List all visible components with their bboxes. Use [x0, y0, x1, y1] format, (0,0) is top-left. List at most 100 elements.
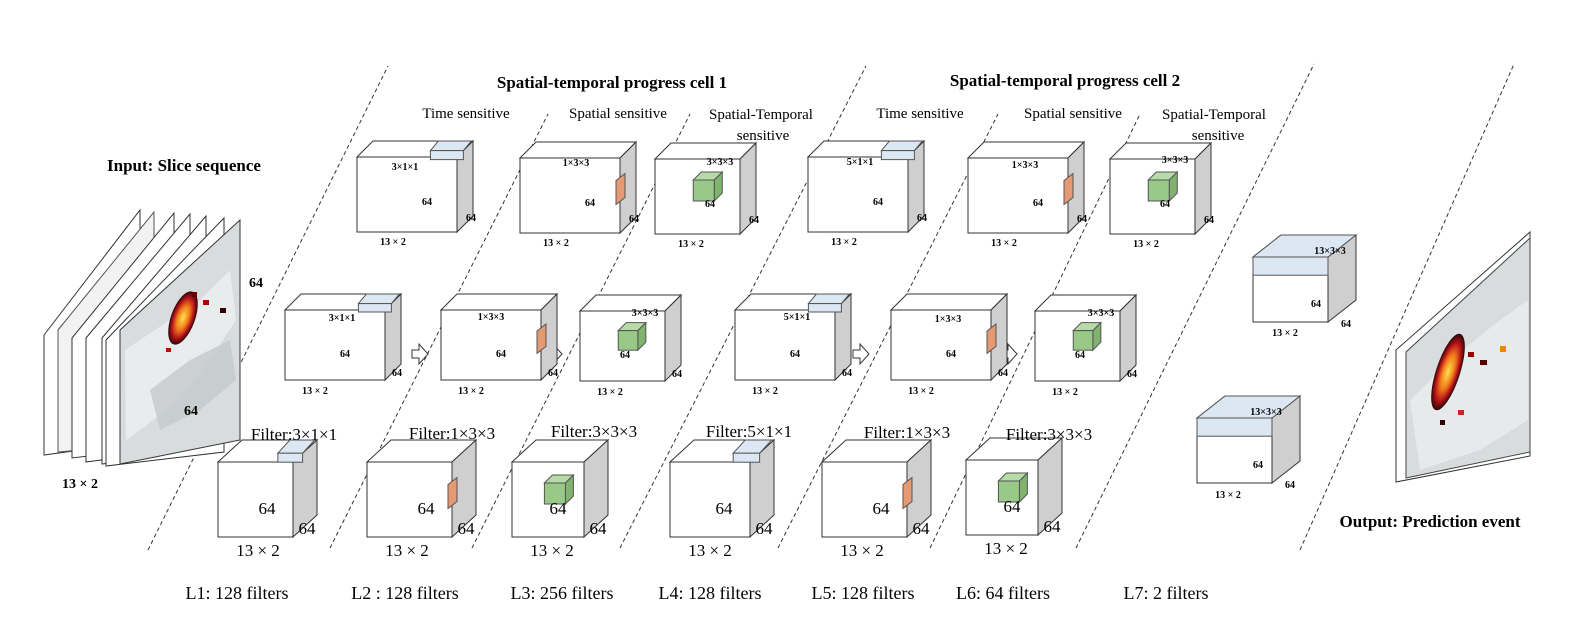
cube-top-face: [439, 293, 559, 311]
cube-label: 64: [585, 198, 595, 209]
cube-label: 64: [756, 519, 774, 538]
output-cube: 13×3×3 64 64 13 × 2: [1251, 233, 1358, 339]
full-kernel: [1196, 417, 1273, 437]
cube-label: 64: [1253, 460, 1263, 471]
cube-label: 13 × 2: [1272, 328, 1298, 339]
arrow-right-icon: [411, 342, 429, 366]
row3-cube: 64 64 13 × 2 Filter:3×3×3: [964, 425, 1092, 558]
cell1-st-label-line1: Spatial-Temporal: [709, 107, 813, 123]
heat-spot: [166, 348, 171, 352]
spatial-kernel: [615, 172, 626, 206]
kernel-top: [429, 140, 473, 152]
layer-caption: L7: 2 filters: [1124, 583, 1209, 603]
cube-label: 13 × 2: [1215, 490, 1241, 501]
separator-line: [1299, 63, 1515, 551]
cube-front-face: [890, 309, 992, 381]
cube-label: 64: [1204, 215, 1214, 226]
spatial-kernel: [986, 322, 997, 355]
cube-label: 64: [299, 519, 317, 538]
cube-label: Filter:3×1×1: [251, 425, 337, 444]
cube-label: 64: [749, 215, 759, 226]
cube-label: 64: [946, 349, 956, 360]
row1-cube: 3×1×1 64 64 13 × 2: [355, 139, 476, 248]
spatial-kernel: [902, 476, 913, 510]
cube-label: 3×3×3: [1162, 155, 1188, 166]
cube-label: 64: [1044, 517, 1062, 536]
st-kernel: [997, 480, 1020, 503]
input-height-label: 64: [249, 276, 263, 291]
st-kernel: [692, 179, 715, 202]
cube-label: 13 × 2: [991, 238, 1017, 249]
cell2-title: Spatial-temporal progress cell 2: [950, 71, 1180, 90]
cube-front-face: [734, 309, 836, 381]
cube-label: 13 × 2: [688, 541, 732, 560]
kernel-top: [357, 293, 401, 305]
cell1-title: Spatial-temporal progress cell 1: [497, 73, 727, 92]
cube-label: 64: [1077, 214, 1087, 225]
separator-line: [1075, 63, 1315, 549]
cube-front-face: [821, 461, 908, 538]
separator-line: [471, 113, 691, 549]
cell1-spatial-label: Spatial sensitive: [569, 106, 667, 122]
cell2-time-label: Time sensitive: [876, 106, 964, 122]
row2-cube: 1×3×3 64 64 13 × 2: [889, 292, 1009, 397]
layer-caption: L6: 64 filters: [956, 583, 1050, 603]
cube-label: 64: [1127, 369, 1137, 380]
cube-top-face: [966, 141, 1086, 159]
cube-label: 64: [790, 349, 800, 360]
cube-label: 64: [1341, 319, 1351, 330]
kernel-top: [880, 140, 924, 152]
cube-label: 64: [1311, 299, 1321, 310]
row2-cube: 3×3×3 64 64 13 × 2: [578, 293, 683, 398]
cube-label: 64: [873, 499, 891, 518]
heat-spot: [220, 308, 226, 313]
cell2-st-label-line1: Spatial-Temporal: [1162, 107, 1266, 123]
kernel-top: [807, 293, 851, 305]
cube-label: 1×3×3: [1012, 160, 1038, 171]
cube-label: 64: [873, 197, 883, 208]
cube-label: Filter:1×3×3: [864, 423, 950, 442]
heat-spot: [192, 292, 197, 297]
cube-label: Filter:5×1×1: [706, 422, 792, 441]
cube-top-face: [1033, 294, 1138, 312]
cube-label: 64: [672, 369, 682, 380]
time-kernel: [807, 303, 842, 313]
map-land: [150, 340, 236, 430]
cube-label: 3×3×3: [1088, 308, 1114, 319]
row3-cube: 64 64 13 × 2 Filter:3×1×1: [216, 425, 337, 560]
row1-cube: 3×3×3 64 64 13 × 2: [653, 141, 759, 250]
cube-label: 13 × 2: [1052, 387, 1078, 398]
heat-spot: [168, 291, 198, 345]
cube-label: 3×1×1: [329, 313, 355, 324]
cube-front-face: [217, 461, 294, 538]
cube-label: 13 × 2: [543, 238, 569, 249]
cube-label: 64: [842, 368, 852, 379]
cube-label: 64: [550, 499, 568, 518]
cube-label: 13 × 2: [840, 541, 884, 560]
cube-label: 64: [590, 519, 608, 538]
heat-spot: [1468, 352, 1474, 357]
input-width-label: 13 × 2: [62, 477, 98, 492]
cube-top-face: [653, 142, 758, 160]
time-kernel: [277, 452, 304, 463]
cube-label: 3×3×3: [632, 308, 658, 319]
cube-front-face: [366, 461, 453, 538]
st-kernel: [617, 330, 639, 351]
layer-caption: L5: 128 filters: [812, 583, 915, 603]
cube-label: 1×3×3: [563, 158, 589, 169]
st-kernel: [1072, 330, 1094, 351]
heat-spot: [1500, 346, 1506, 352]
cube-label: 13 × 2: [678, 239, 704, 250]
cube-label: 13×3×3: [1314, 246, 1345, 257]
output-map: [1395, 230, 1531, 483]
cube-label: 64: [629, 214, 639, 225]
heat-spot: [1431, 333, 1465, 411]
cube-label: 13 × 2: [984, 539, 1028, 558]
layer-captions: L1: 128 filters L2 : 128 filters L3: 256…: [186, 583, 1209, 603]
cube-top-face: [1108, 142, 1213, 160]
cube-front-face: [440, 309, 542, 381]
cube-label: 13 × 2: [530, 541, 574, 560]
cube-label: 1×3×3: [478, 312, 504, 323]
